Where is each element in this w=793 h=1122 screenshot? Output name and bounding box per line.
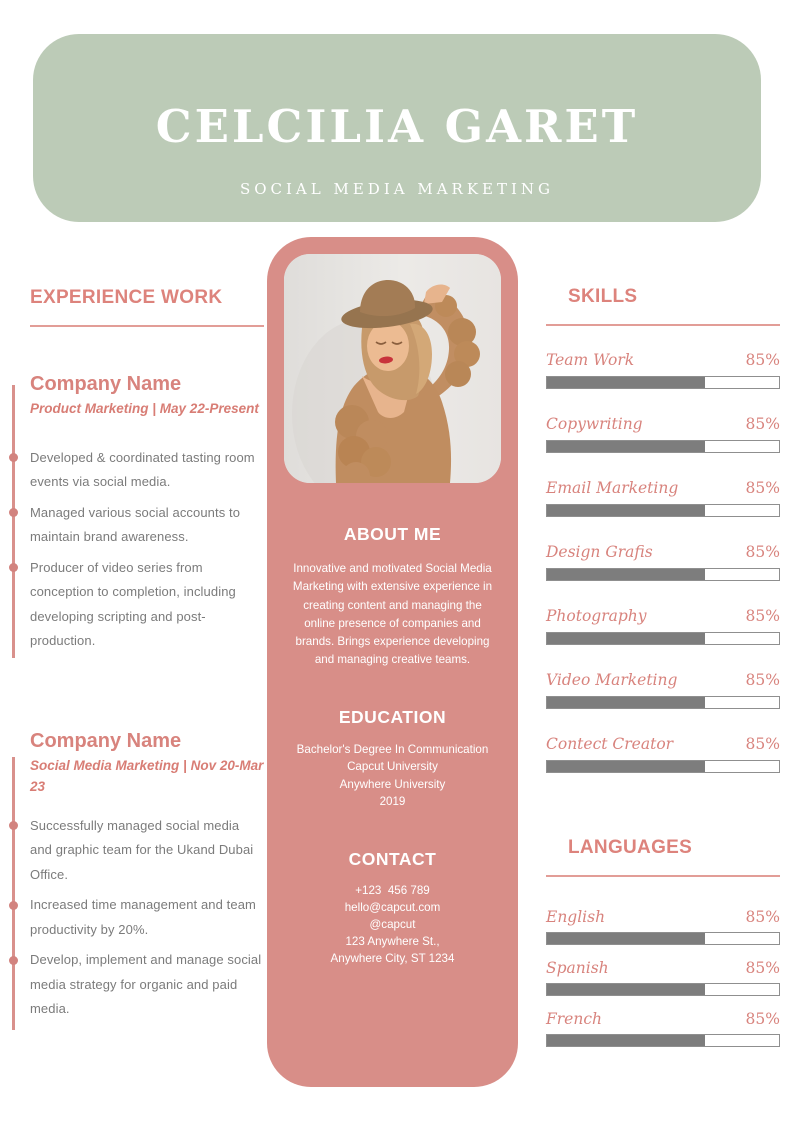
skill-item: Photography 85% xyxy=(546,606,780,645)
languages-heading: LANGUAGES xyxy=(568,837,693,858)
experience-entry: Company Name Product Marketing | May 22-… xyxy=(9,372,264,658)
skill-item: Team Work 85% xyxy=(546,350,780,389)
job-bullet: Developed & coordinated tasting room eve… xyxy=(9,446,264,495)
language-progress-bar xyxy=(546,932,780,945)
language-label: Spanish xyxy=(546,959,609,977)
skill-label: Team Work xyxy=(546,351,635,369)
company-name: Company Name xyxy=(30,729,182,752)
language-label: English xyxy=(546,908,606,926)
skill-percent: 85% xyxy=(745,607,780,625)
person-name: CELCILIA GARET xyxy=(155,100,639,153)
skill-item: Video Marketing 85% xyxy=(546,670,780,709)
profile-panel: ABOUT ME Innovative and motivated Social… xyxy=(267,237,518,1087)
about-text: Innovative and motivated Social Media Ma… xyxy=(292,562,493,667)
skill-label: Design Grafis xyxy=(546,543,653,561)
language-progress-fill xyxy=(547,1035,705,1046)
education-heading: EDUCATION xyxy=(338,706,447,727)
skill-label: Photography xyxy=(546,607,647,625)
skill-label: Video Marketing xyxy=(546,671,678,689)
job-bullet: Develop, implement and manage social med… xyxy=(9,948,264,1022)
languages-section: LANGUAGES English 85% Spanish 85% Frenc xyxy=(546,837,780,1047)
experience-divider xyxy=(30,325,264,327)
skill-progress-bar xyxy=(546,696,780,709)
skill-progress-fill xyxy=(547,505,705,516)
language-percent: 85% xyxy=(745,1010,780,1028)
language-percent: 85% xyxy=(745,959,780,977)
timeline-line xyxy=(12,756,15,1030)
profile-photo xyxy=(284,254,501,483)
language-progress-bar xyxy=(546,983,780,996)
contact-details: +123 456 789 hello@capcut.com @capcut 12… xyxy=(330,884,455,965)
job-bullet-list: Developed & coordinated tasting room eve… xyxy=(9,446,264,654)
skill-percent: 85% xyxy=(745,543,780,561)
skill-progress-fill xyxy=(547,633,705,644)
skill-label: Contect Creator xyxy=(546,735,674,753)
skills-heading: SKILLS xyxy=(568,286,638,307)
job-title: SOCIAL MEDIA MARKETING xyxy=(239,180,555,198)
education-details: Bachelor's Degree In Communication Capcu… xyxy=(296,742,489,808)
skill-progress-fill xyxy=(547,697,705,708)
experience-heading: EXPERIENCE WORK xyxy=(30,287,223,308)
experience-entry: Company Name Social Media Marketing | No… xyxy=(9,729,264,1030)
header-banner: CELCILIA GARET SOCIAL MEDIA MARKETING xyxy=(33,34,761,222)
skill-progress-bar xyxy=(546,632,780,645)
skill-progress-bar xyxy=(546,568,780,581)
languages-list: English 85% Spanish 85% French 85% xyxy=(546,907,780,1047)
skill-percent: 85% xyxy=(745,415,780,433)
skill-progress-bar xyxy=(546,760,780,773)
skill-progress-bar xyxy=(546,504,780,517)
skill-item: Design Grafis 85% xyxy=(546,542,780,581)
language-item: French 85% xyxy=(546,1009,780,1047)
skill-item: Email Marketing 85% xyxy=(546,478,780,517)
language-progress-bar xyxy=(546,1034,780,1047)
skills-divider xyxy=(546,324,780,326)
skill-percent: 85% xyxy=(745,735,780,753)
job-bullet: Managed various social accounts to maint… xyxy=(9,501,264,550)
about-heading: ABOUT ME xyxy=(343,524,442,544)
skill-progress-fill xyxy=(547,569,705,580)
language-percent: 85% xyxy=(745,908,780,926)
skill-progress-bar xyxy=(546,440,780,453)
company-name: Company Name xyxy=(30,373,182,395)
skill-item: Contect Creator 85% xyxy=(546,734,780,773)
job-meta: Product Marketing | May 22-Present xyxy=(30,401,259,416)
skill-percent: 85% xyxy=(745,351,780,369)
job-meta: Social Media Marketing | Nov 20-Mar 23 xyxy=(30,757,264,795)
skill-progress-fill xyxy=(547,441,705,452)
language-progress-fill xyxy=(547,984,705,995)
experience-section: EXPERIENCE WORK Company Name Product Mar… xyxy=(9,287,264,1030)
skills-section: SKILLS Team Work 85% Copywriting 85% Em xyxy=(546,286,780,773)
contact-heading: CONTACT xyxy=(348,849,437,870)
skills-column: SKILLS Team Work 85% Copywriting 85% Em xyxy=(546,286,780,1060)
skill-label: Email Marketing xyxy=(546,479,679,497)
skill-item: Copywriting 85% xyxy=(546,414,780,453)
skill-progress-bar xyxy=(546,376,780,389)
job-bullet: Producer of video series from conception… xyxy=(9,556,264,654)
language-item: Spanish 85% xyxy=(546,958,780,996)
job-bullet: Increased time management and team produ… xyxy=(9,893,264,942)
timeline-line xyxy=(12,385,15,658)
skill-percent: 85% xyxy=(745,671,780,689)
language-progress-fill xyxy=(547,933,705,944)
skills-list: Team Work 85% Copywriting 85% Email Mark… xyxy=(546,350,780,773)
language-label: French xyxy=(546,1010,602,1028)
job-bullet-list: Successfully managed social media and gr… xyxy=(9,814,264,1022)
skill-progress-fill xyxy=(547,761,705,772)
skill-progress-fill xyxy=(547,377,705,388)
language-item: English 85% xyxy=(546,907,780,945)
skill-percent: 85% xyxy=(745,479,780,497)
job-bullet: Successfully managed social media and gr… xyxy=(9,814,264,888)
languages-divider xyxy=(546,875,780,877)
skill-label: Copywriting xyxy=(546,415,643,433)
